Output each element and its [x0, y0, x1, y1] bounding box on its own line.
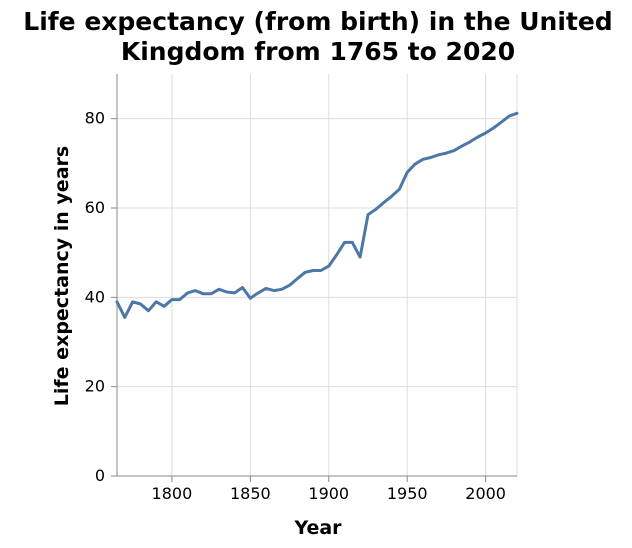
y-tick-label: 40 — [85, 287, 105, 306]
axes: 1800 1850 1900 1950 2000 0 20 40 60 80 — [85, 74, 517, 503]
y-tick-label: 20 — [85, 377, 105, 396]
chart-title-line-1: Life expectancy (from birth) in the Unit… — [23, 7, 612, 36]
y-tick-label: 80 — [85, 109, 105, 128]
life-expectancy-line — [115, 111, 519, 319]
x-tick-label: 1950 — [387, 484, 428, 503]
x-tick-label: 1800 — [152, 484, 193, 503]
gridlines — [117, 74, 518, 476]
x-tick-label: 1900 — [308, 484, 349, 503]
x-tick-label: 1850 — [230, 484, 271, 503]
series-layer — [115, 111, 519, 319]
chart-title-line-2: Kingdom from 1765 to 2020 — [121, 37, 515, 66]
y-tick-label: 60 — [85, 198, 105, 217]
y-axis-title: Life expectancy in years — [51, 146, 73, 406]
x-tick-label: 2000 — [465, 484, 506, 503]
y-tick-label: 0 — [95, 466, 105, 485]
x-axis-title: Year — [293, 517, 342, 539]
